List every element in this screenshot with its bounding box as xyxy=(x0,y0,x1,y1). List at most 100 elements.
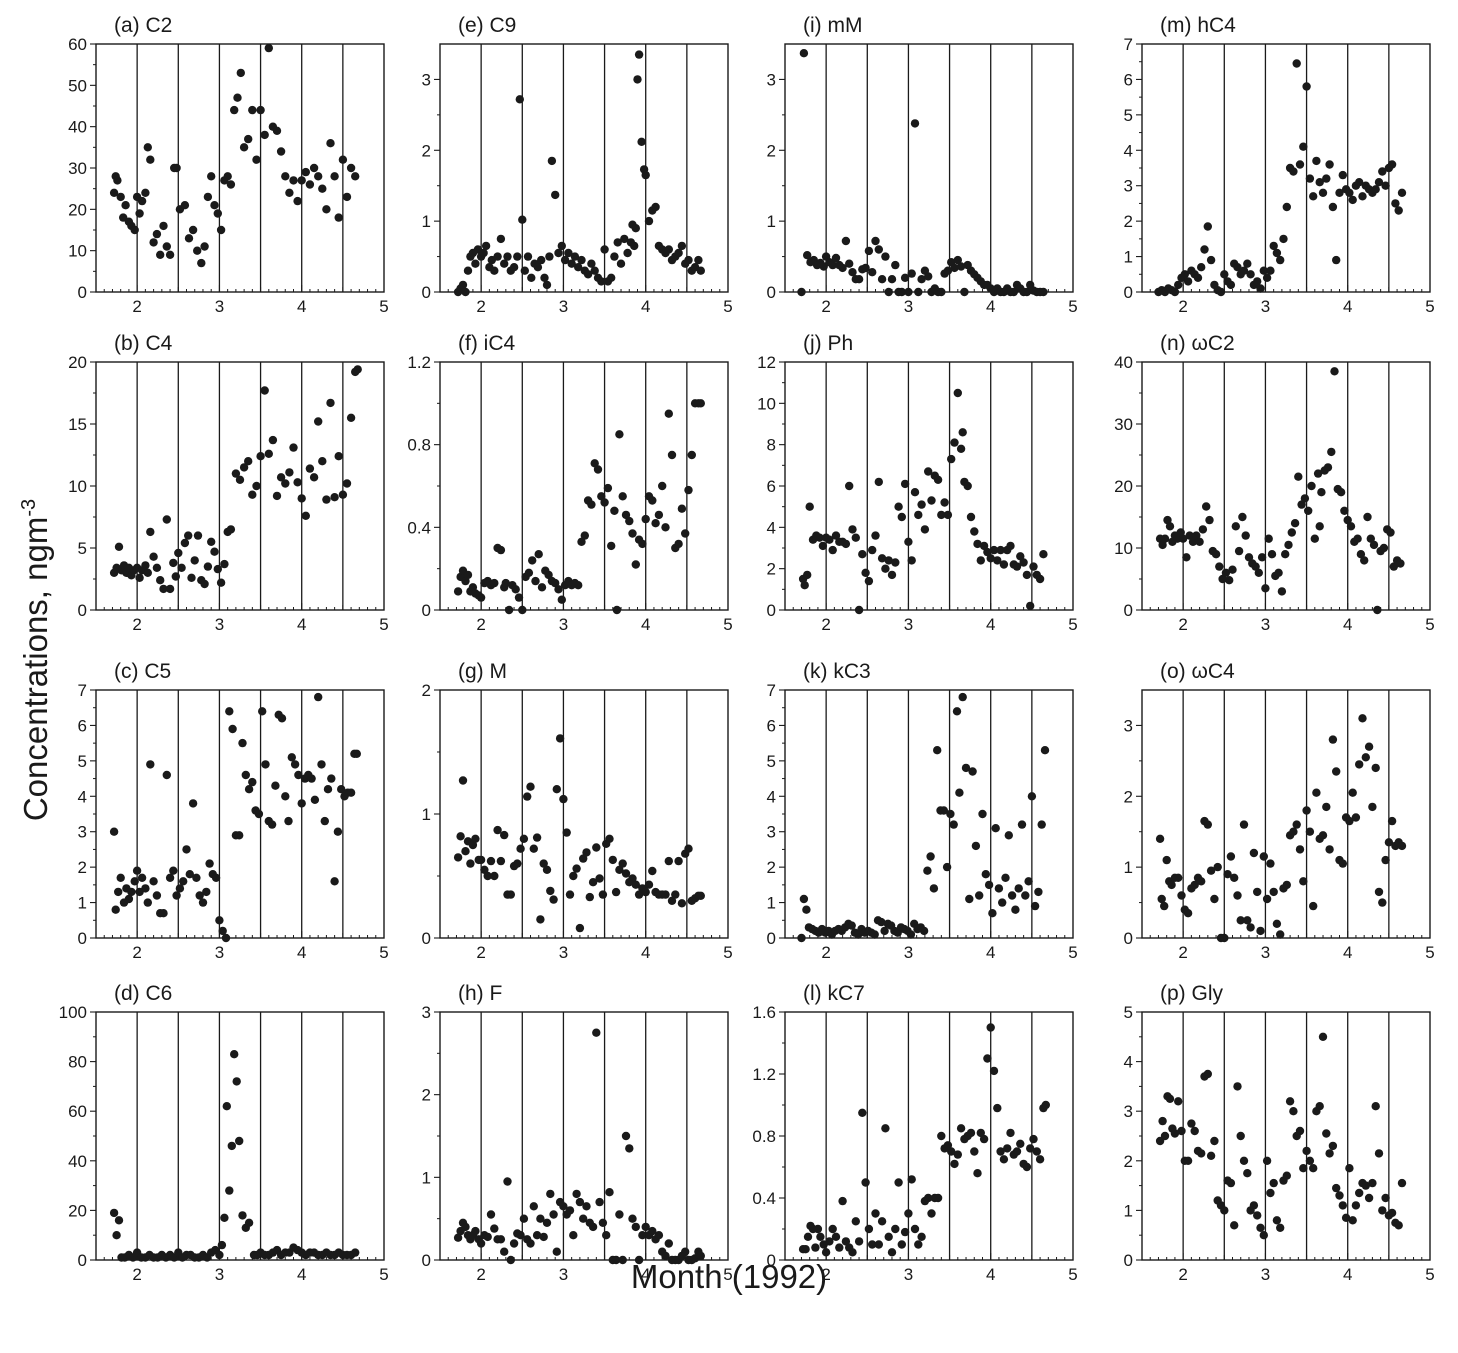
data-point xyxy=(620,234,629,244)
panel-title: (d) C6 xyxy=(114,982,172,1005)
data-point xyxy=(1371,1102,1380,1111)
y-tick-label: 3 xyxy=(767,70,776,89)
data-point xyxy=(1332,767,1341,776)
data-point xyxy=(674,856,683,866)
data-point xyxy=(953,1150,962,1159)
data-point xyxy=(864,1224,874,1234)
data-point xyxy=(1183,1156,1193,1166)
data-point xyxy=(193,531,203,540)
data-point xyxy=(172,891,181,900)
data-point xyxy=(1289,167,1298,176)
data-point xyxy=(1318,1032,1328,1042)
data-point xyxy=(121,201,130,210)
data-point xyxy=(983,547,992,557)
data-point xyxy=(235,831,244,840)
y-tick-label: 0.4 xyxy=(407,518,431,537)
data-point xyxy=(631,224,640,233)
data-point xyxy=(1371,763,1380,773)
y-tick-label: 1 xyxy=(767,212,776,231)
data-point xyxy=(618,859,627,868)
data-point xyxy=(559,1202,568,1211)
y-tick-label: 5 xyxy=(1124,106,1133,125)
x-tick-label: 4 xyxy=(986,297,995,316)
data-point xyxy=(956,444,966,453)
data-point xyxy=(1325,160,1334,169)
data-point xyxy=(874,1240,883,1249)
data-point xyxy=(486,1210,496,1219)
data-point xyxy=(848,268,857,277)
x-tick-label: 3 xyxy=(1261,943,1270,962)
data-point xyxy=(687,450,696,460)
data-point xyxy=(351,172,360,181)
data-point xyxy=(1387,816,1397,826)
data-point xyxy=(999,560,1009,569)
data-point xyxy=(572,864,581,873)
data-point xyxy=(575,923,585,933)
data-point xyxy=(1369,540,1379,550)
data-point xyxy=(1397,841,1407,851)
data-point xyxy=(1318,188,1328,197)
data-point xyxy=(1203,222,1213,231)
data-point xyxy=(1338,1201,1348,1210)
x-tick-label: 3 xyxy=(215,615,224,634)
data-point xyxy=(803,570,812,580)
y-tick-label: 10 xyxy=(1114,539,1133,558)
x-tick-label: 5 xyxy=(379,297,388,316)
data-point xyxy=(1016,552,1025,561)
data-point xyxy=(1253,1211,1262,1220)
x-tick-label: 4 xyxy=(641,943,650,962)
data-point xyxy=(630,241,639,251)
data-point xyxy=(526,1239,535,1248)
data-point xyxy=(1371,185,1380,194)
data-point xyxy=(248,777,257,787)
data-point xyxy=(532,1231,542,1240)
data-point xyxy=(1290,519,1300,528)
data-point xyxy=(1374,887,1384,897)
data-point xyxy=(284,816,293,826)
data-point xyxy=(868,268,877,277)
data-point xyxy=(677,241,687,251)
data-point xyxy=(973,539,982,549)
y-tick-label: 20 xyxy=(68,353,87,372)
y-tick-label: 1 xyxy=(422,212,431,231)
data-point xyxy=(143,143,152,152)
data-point xyxy=(811,1243,820,1252)
data-point xyxy=(165,250,175,259)
data-point xyxy=(1374,1149,1384,1158)
data-point xyxy=(937,510,946,520)
y-tick-label: 10 xyxy=(757,394,776,413)
data-point xyxy=(1305,1156,1315,1166)
data-point xyxy=(1177,1126,1186,1136)
y-tick-label: 30 xyxy=(1114,415,1133,434)
data-point xyxy=(894,502,903,511)
data-point xyxy=(554,248,563,258)
data-point xyxy=(1356,550,1366,559)
data-point xyxy=(141,561,150,570)
data-point xyxy=(607,541,616,551)
y-tick-label: 30 xyxy=(68,159,87,178)
data-point xyxy=(192,873,201,882)
y-tick-label: 0 xyxy=(1124,601,1133,620)
data-point xyxy=(1236,916,1245,925)
data-point xyxy=(651,202,660,212)
data-point xyxy=(519,834,529,843)
data-point xyxy=(310,795,320,804)
data-point xyxy=(841,539,851,549)
data-point xyxy=(651,519,660,528)
data-point xyxy=(195,891,204,900)
data-point xyxy=(483,1232,492,1242)
data-point xyxy=(1210,894,1219,904)
data-point xyxy=(271,781,280,790)
data-point xyxy=(569,871,578,881)
x-tick-label: 3 xyxy=(1261,615,1270,634)
data-point xyxy=(453,1233,463,1242)
data-point xyxy=(667,450,677,460)
data-point xyxy=(1226,1178,1236,1188)
y-tick-label: 20 xyxy=(68,1201,87,1220)
data-point xyxy=(146,155,155,164)
data-point xyxy=(1206,866,1216,875)
data-point xyxy=(821,1248,831,1257)
y-tick-label: 0.8 xyxy=(407,436,431,455)
data-point xyxy=(287,753,296,762)
y-tick-label: 0 xyxy=(1124,1251,1133,1270)
